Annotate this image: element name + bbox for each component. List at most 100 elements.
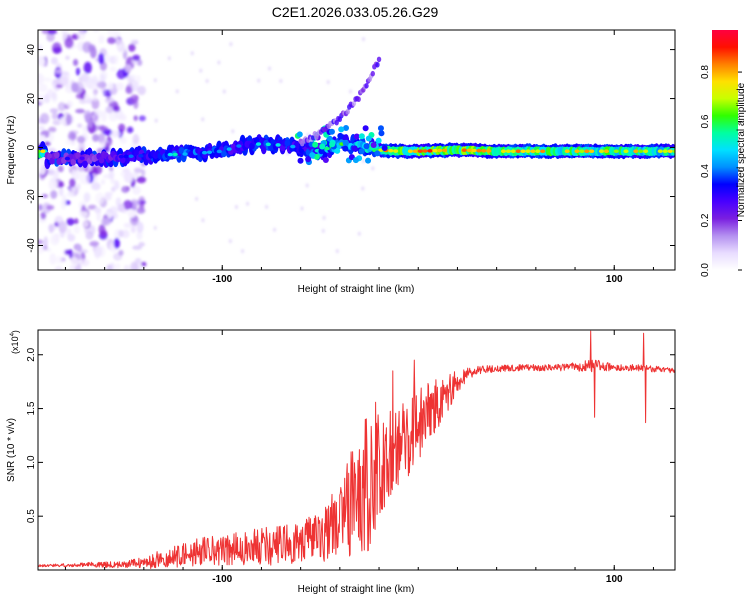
noise-blob [67, 234, 76, 242]
noise-speck [153, 78, 157, 83]
noise-blob [104, 96, 115, 104]
noise-speck [265, 204, 269, 209]
noise-blob [137, 59, 143, 67]
noise-blob [108, 170, 115, 180]
track-core [49, 157, 55, 165]
colorbar: 0.0 0.2 0.4 0.6 0.8 Normalized spectral ampl… [700, 30, 747, 277]
noise-speck [229, 42, 233, 47]
track-peak [290, 144, 296, 149]
noise-speck [326, 80, 330, 85]
noise-blob [48, 126, 57, 133]
track-fragment [353, 133, 360, 140]
track-core [70, 158, 77, 166]
noise-blob [77, 123, 83, 128]
noise-speck [322, 215, 326, 220]
spectrogram-xlabel: Height of straight line (km) [298, 284, 415, 295]
branch-blob [364, 83, 369, 89]
noise-blob [136, 221, 144, 233]
noise-speck [190, 51, 194, 56]
noise-blob [82, 220, 89, 228]
noise-blob [50, 57, 58, 65]
noise-blob [85, 231, 94, 240]
noise-blob [114, 180, 120, 190]
noise-blob [121, 185, 130, 193]
noise-speck [234, 204, 238, 209]
noise-blob [49, 253, 57, 265]
noise-blob [99, 73, 106, 84]
track-peak [265, 142, 271, 147]
noise-blob [92, 133, 99, 142]
noise-blob [71, 82, 79, 93]
track-fragment [338, 126, 345, 133]
noise-speck [361, 186, 365, 191]
spectrogram-frame [37, 29, 676, 271]
noise-blob [51, 112, 58, 120]
noise-blob [136, 176, 147, 184]
track-peak [530, 149, 536, 154]
noise-blob [55, 69, 64, 74]
noise-blob [38, 204, 43, 211]
noise-blob [117, 203, 125, 212]
noise-blob [123, 200, 133, 210]
track-peak [206, 150, 213, 155]
track-peak [662, 149, 668, 154]
track-fragment [362, 125, 369, 132]
noise-blob [112, 105, 121, 112]
track-peak [427, 149, 433, 153]
colorbar-tick-label: 0.4 [700, 164, 711, 178]
track-peak [422, 149, 428, 153]
track-fragment [343, 124, 350, 131]
noise-blob [38, 239, 44, 245]
y-tick-label: 1.5 [26, 401, 37, 415]
track-peak [515, 149, 521, 154]
noise-blob [58, 181, 64, 188]
noise-blob [77, 30, 86, 40]
noise-blob [46, 88, 54, 98]
track-fragment [352, 157, 359, 164]
noise-speck [241, 249, 245, 254]
noise-blob [83, 110, 92, 121]
noise-blob [132, 185, 141, 195]
noise-blob [138, 115, 146, 122]
noise-blob [39, 113, 50, 124]
noise-blob [125, 85, 132, 94]
noise-blob [134, 258, 142, 264]
noise-blob [98, 34, 105, 44]
track-peak [500, 149, 507, 154]
noise-blob [104, 192, 113, 197]
noise-speck [231, 129, 235, 134]
noise-blob [136, 230, 143, 240]
y-tick-label: 40 [26, 44, 37, 56]
noise-blob [96, 81, 107, 89]
track-peak [407, 149, 413, 154]
noise-blob [38, 83, 48, 93]
rising-branch [298, 56, 382, 147]
noise-blob [138, 242, 145, 247]
noise-speck [335, 249, 339, 254]
track-core [54, 151, 60, 159]
noise-blob [130, 74, 137, 80]
noise-blob [118, 229, 124, 238]
track-fragment [342, 140, 349, 147]
noise-speck [349, 89, 353, 94]
noise-blob [51, 42, 62, 55]
noise-blob [124, 64, 132, 73]
noise-blob [38, 73, 45, 85]
track-peak [505, 149, 511, 154]
noise-blob [58, 75, 69, 86]
noise-blob [105, 142, 110, 151]
track-fragment [365, 157, 372, 164]
noise-blob [65, 113, 72, 126]
track-peak [466, 148, 472, 153]
noise-speck [268, 66, 272, 71]
noise-blob [60, 30, 69, 35]
track-peak [657, 149, 663, 154]
colorbar-tick-label: 0.0 [700, 263, 711, 277]
noise-speck [217, 60, 221, 65]
snr-xlabel: Height of straight line (km) [298, 584, 415, 595]
track-peak [216, 149, 222, 154]
track-peak [40, 149, 46, 154]
track-peak [643, 149, 649, 154]
track-peak [564, 149, 570, 154]
track-peak [64, 156, 70, 161]
